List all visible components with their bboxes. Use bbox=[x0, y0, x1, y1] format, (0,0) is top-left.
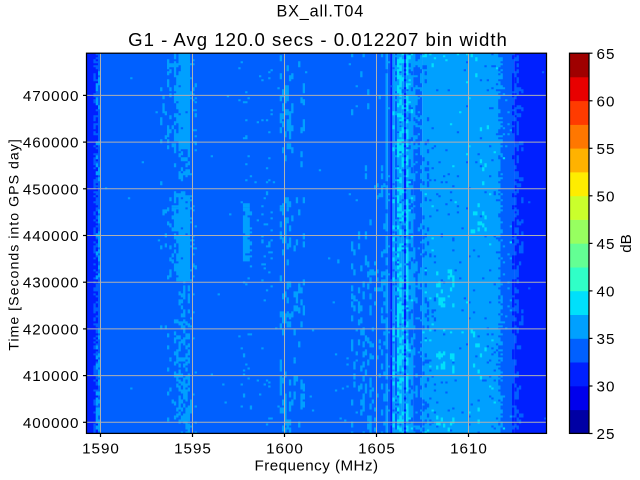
svg-text:460000: 460000 bbox=[23, 135, 80, 152]
svg-text:45: 45 bbox=[597, 236, 616, 253]
svg-text:BX_all.T04: BX_all.T04 bbox=[276, 2, 364, 20]
svg-text:40: 40 bbox=[597, 283, 616, 300]
svg-text:420000: 420000 bbox=[23, 321, 80, 338]
svg-text:430000: 430000 bbox=[23, 275, 80, 292]
svg-text:Time [Seconds into GPS day]: Time [Seconds into GPS day] bbox=[6, 138, 22, 351]
svg-text:440000: 440000 bbox=[23, 228, 80, 245]
svg-text:65: 65 bbox=[597, 46, 616, 63]
svg-text:410000: 410000 bbox=[23, 368, 80, 385]
svg-text:Frequency (MHz): Frequency (MHz) bbox=[254, 458, 378, 475]
svg-text:1600: 1600 bbox=[266, 441, 304, 458]
svg-text:1605: 1605 bbox=[358, 441, 396, 458]
svg-text:25: 25 bbox=[597, 426, 616, 443]
svg-text:50: 50 bbox=[597, 188, 616, 205]
svg-text:1595: 1595 bbox=[174, 441, 212, 458]
svg-text:450000: 450000 bbox=[23, 181, 80, 198]
svg-text:dB: dB bbox=[618, 234, 635, 253]
svg-text:470000: 470000 bbox=[23, 88, 80, 105]
svg-text:G1 - Avg 120.0 secs - 0.012207: G1 - Avg 120.0 secs - 0.012207 bin width bbox=[128, 29, 508, 50]
svg-text:400000: 400000 bbox=[23, 415, 80, 432]
svg-text:35: 35 bbox=[597, 331, 616, 348]
svg-text:30: 30 bbox=[597, 379, 616, 396]
svg-text:60: 60 bbox=[597, 93, 616, 110]
svg-text:1610: 1610 bbox=[450, 441, 488, 458]
svg-text:1590: 1590 bbox=[82, 441, 120, 458]
svg-text:55: 55 bbox=[597, 141, 616, 158]
